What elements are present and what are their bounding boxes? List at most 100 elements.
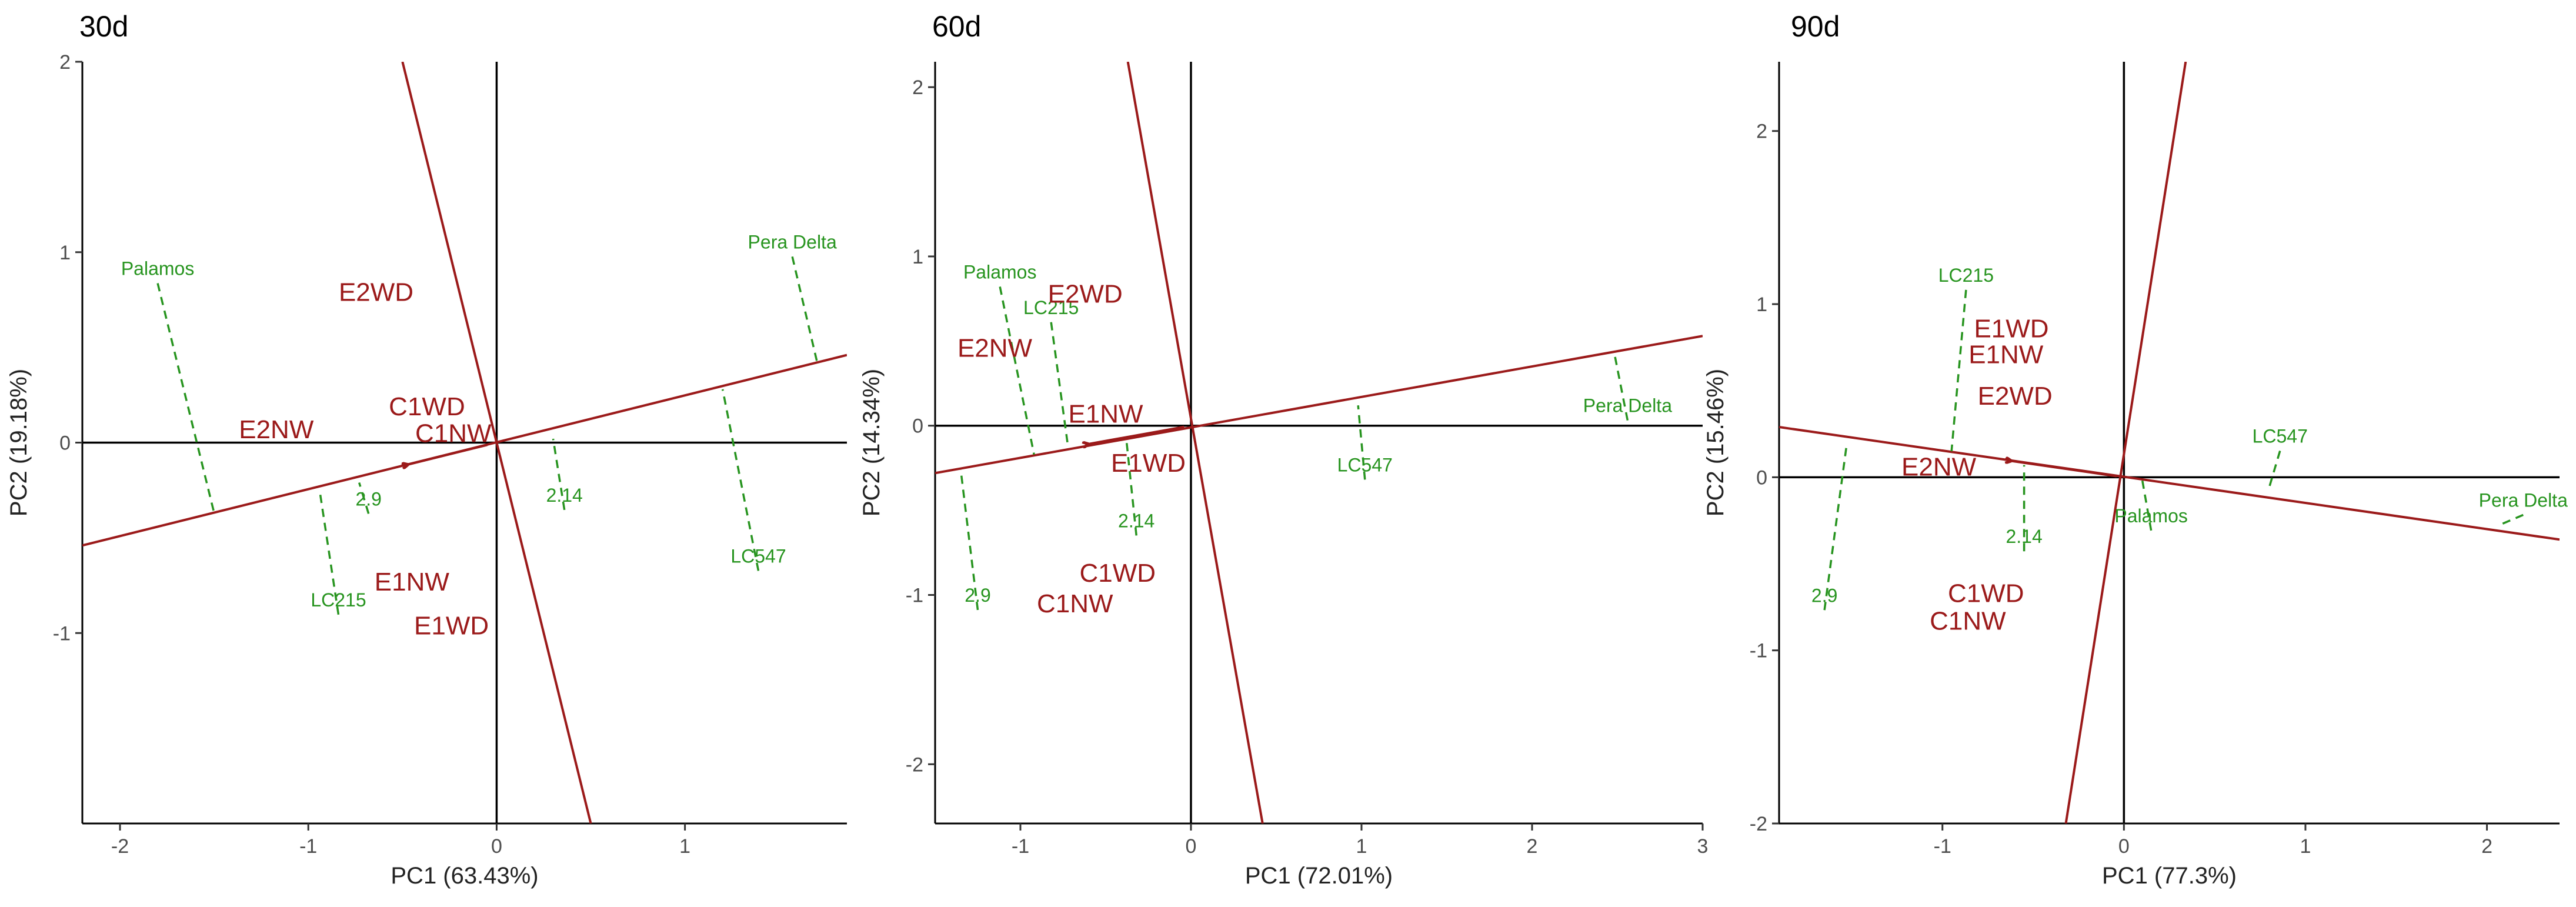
x-tick-label: 1 <box>679 835 690 858</box>
x-tick-label: 2 <box>1527 835 1538 858</box>
genotype-projection-line <box>721 389 760 571</box>
panel-60d: 60d -1 0 1 2 3 -2 -1 0 1 2 PC1 (72.01%) PC2 (14.34%)… <box>859 10 1708 889</box>
x-tick-label: 0 <box>1186 835 1197 858</box>
x-axis-title: PC1 (77.3%) <box>2102 863 2237 889</box>
panel-30d: 30d -2 -1 0 1 -1 0 1 2 PC1 (63.43%) PC2 (19.18%) Pa… <box>6 10 847 889</box>
genotype-label-2-14: 2.14 <box>546 485 583 506</box>
biplot-axis-line <box>1779 426 2560 541</box>
genotype-projection-line <box>1950 289 1967 452</box>
panel-90d: 90d -1 0 1 2 -2 -1 0 1 2 PC1 (77.3%) PC2 (15.46%) LC… <box>1703 10 2568 889</box>
y-axis-title: PC2 (19.18%) <box>6 369 32 516</box>
genotype-projection-line <box>959 469 979 611</box>
sample-label-c1wd: C1WD <box>1948 579 2024 608</box>
genotype-projection-line <box>2141 479 2153 531</box>
x-axis-title: PC1 (63.43%) <box>391 863 538 889</box>
sample-label-e1wd: E1WD <box>1974 314 2048 343</box>
y-tick-label: 2 <box>59 51 71 74</box>
y-tick-label: 1 <box>1756 294 1767 316</box>
genotype-projection-line <box>1125 437 1137 536</box>
biplot-axis-line <box>2064 62 2187 823</box>
plot-area <box>935 62 1703 823</box>
sample-label-c1wd: C1WD <box>1080 559 1156 588</box>
genotype-label-lc215: LC215 <box>1023 297 1079 318</box>
x-tick-label: -1 <box>299 835 317 858</box>
genotype-label-pera-delta: Pera Delta <box>2479 489 2568 511</box>
genotype-label-2-9: 2.9 <box>1811 585 1837 606</box>
sample-label-e1nw: E1NW <box>1068 400 1143 429</box>
y-tick-label: -2 <box>1750 813 1767 835</box>
genotype-label-2-14: 2.14 <box>2006 526 2042 547</box>
y-tick-label: -1 <box>1750 640 1767 662</box>
sample-label-e1nw: E1NW <box>1968 340 2044 369</box>
genotype-projection-line <box>999 286 1035 455</box>
panel-title: 30d <box>79 10 128 43</box>
genotype-label-lc547: LC547 <box>2253 426 2308 447</box>
biplot-axis-line <box>401 62 592 823</box>
average-environment-arrow <box>1089 425 1184 444</box>
y-tick-label: 2 <box>912 76 923 99</box>
y-tick-label: 0 <box>912 415 923 438</box>
x-tick-label: 0 <box>491 835 502 858</box>
plot-area <box>82 62 847 823</box>
y-tick-label: 2 <box>1756 121 1767 143</box>
x-tick-label: 3 <box>1697 835 1709 858</box>
genotype-projection-line <box>2497 513 2524 527</box>
biplot-axis-line <box>1126 62 1264 823</box>
biplot-axis-line <box>935 335 1703 475</box>
genotype-label-pera-delta: Pera Delta <box>748 231 837 252</box>
average-environment-arrow <box>408 444 488 464</box>
panel-title: 90d <box>1791 10 1840 43</box>
genotype-label-pera-delta: Pera Delta <box>1583 395 1672 416</box>
y-axis-title: PC2 (15.46%) <box>1703 369 1729 516</box>
sample-label-e2nw: E2NW <box>239 415 314 444</box>
genotype-projection-line <box>1357 405 1366 480</box>
genotype-projection-line <box>156 283 215 513</box>
y-axis-title: PC2 (14.34%) <box>859 369 885 516</box>
genotype-label-2-9: 2.9 <box>355 488 381 509</box>
sample-label-e1wd: E1WD <box>1111 449 1186 478</box>
sample-label-c1nw: C1NW <box>1930 607 2006 636</box>
x-tick-label: -1 <box>1012 835 1029 858</box>
x-tick-label: 1 <box>2300 835 2311 858</box>
genotype-label-2-14: 2.14 <box>1118 510 1154 531</box>
genotype-label-lc215: LC215 <box>1938 265 1994 286</box>
genotype-projection-line <box>1613 351 1629 421</box>
sample-label-e2wd: E2WD <box>1978 382 2053 411</box>
sample-label-e1wd: E1WD <box>414 611 489 640</box>
y-tick-label: 0 <box>59 432 71 455</box>
y-tick-label: -1 <box>53 622 71 645</box>
sample-label-e2wd: E2WD <box>1048 279 1123 308</box>
average-environment-arrow <box>2011 461 2117 478</box>
genotype-label-2-9: 2.9 <box>965 585 990 606</box>
y-tick-label: -2 <box>906 753 923 776</box>
sample-label-e2wd: E2WD <box>339 278 413 307</box>
genotype-projection-line <box>552 438 566 511</box>
y-tick-label: -1 <box>906 585 923 607</box>
plot-area <box>1779 62 2560 823</box>
genotype-label-lc547: LC547 <box>1337 454 1393 475</box>
x-tick-label: 2 <box>2481 835 2492 858</box>
genotype-label-palamos: Palamos <box>963 261 1037 282</box>
genotype-projection-line <box>791 256 818 361</box>
genotype-label-palamos: Palamos <box>121 258 195 279</box>
genotype-projection-line <box>358 482 370 514</box>
genotype-projection-line <box>1050 322 1069 448</box>
x-tick-label: -1 <box>1934 835 1951 858</box>
y-tick-label: 0 <box>1756 466 1767 489</box>
sample-label-e2nw: E2NW <box>1901 453 1977 482</box>
x-tick-label: -2 <box>111 835 129 858</box>
genotype-label-palamos: Palamos <box>2114 505 2188 526</box>
x-tick-label: 0 <box>2118 835 2130 858</box>
y-tick-label: 1 <box>912 246 923 268</box>
sample-label-c1wd: C1WD <box>389 392 465 421</box>
panel-title: 60d <box>932 10 981 43</box>
sample-label-e2nw: E2NW <box>957 334 1033 362</box>
genotype-projection-line <box>318 490 340 615</box>
genotype-projection-line <box>2268 451 2281 488</box>
genotype-label-lc215: LC215 <box>311 589 366 611</box>
sample-label-c1nw: C1NW <box>415 419 492 448</box>
genotype-label-lc547: LC547 <box>730 545 786 566</box>
x-tick-label: 1 <box>1356 835 1367 858</box>
sample-label-c1nw: C1NW <box>1037 589 1113 618</box>
